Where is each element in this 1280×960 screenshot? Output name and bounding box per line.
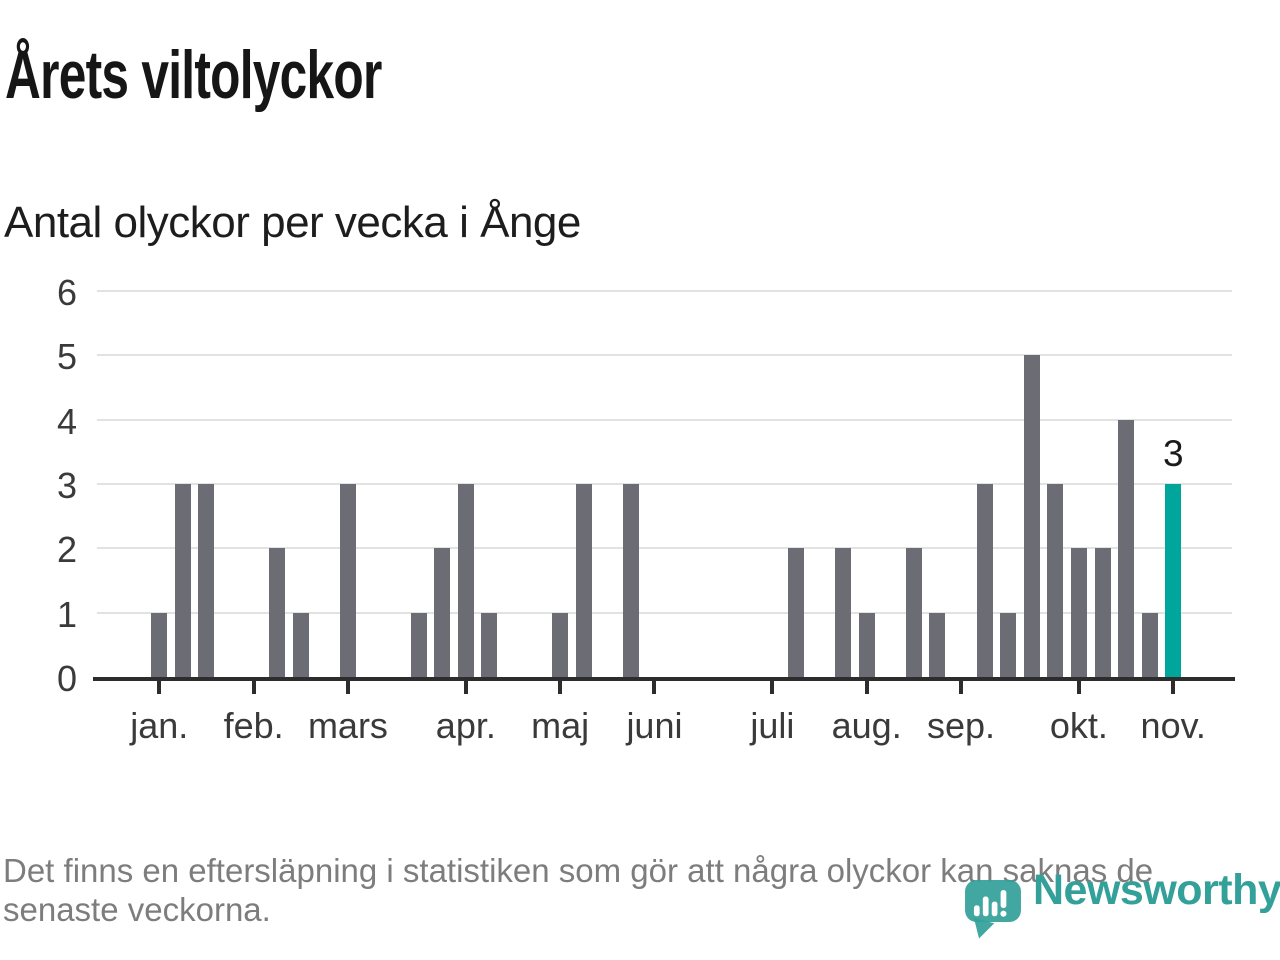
x-axis-tick-maj xyxy=(558,681,563,694)
x-axis-label-juni: juni xyxy=(626,705,683,746)
y-axis-label: 0 xyxy=(56,658,77,699)
gridline-1 xyxy=(97,611,1232,614)
x-axis-label-apr: apr. xyxy=(435,705,496,746)
newsworthy-logo-icon xyxy=(965,880,1021,939)
x-axis-tick-jan xyxy=(157,681,162,694)
x-axis-tick-juni xyxy=(652,681,657,694)
x-axis-label-aug: aug. xyxy=(831,705,902,746)
bar-week-41 xyxy=(1118,419,1135,677)
bar-week-36 xyxy=(1000,612,1017,677)
gridline-6 xyxy=(97,290,1232,293)
bar-week-0 xyxy=(151,612,168,677)
bar-week-11 xyxy=(410,612,427,677)
x-axis-label-nov: nov. xyxy=(1140,705,1206,746)
bar-week-6 xyxy=(292,612,309,677)
newsworthy-logo: Newsworthy xyxy=(965,856,1280,941)
x-axis-label-maj: maj xyxy=(531,705,590,746)
bar-week-39 xyxy=(1070,548,1087,677)
bar-week-33 xyxy=(929,612,946,677)
x-axis-label-jan: jan. xyxy=(130,705,189,746)
bar-week-42 xyxy=(1141,612,1158,677)
bar-week-35 xyxy=(976,484,993,677)
bar-week-12 xyxy=(434,548,451,677)
gridline-4 xyxy=(97,418,1232,421)
y-axis-label: 4 xyxy=(56,400,77,442)
bar-week-8 xyxy=(339,484,356,677)
y-axis-label: 1 xyxy=(56,593,77,635)
bar-week-14 xyxy=(481,612,498,677)
bar-week-17 xyxy=(552,612,569,677)
y-axis-label: 2 xyxy=(56,529,77,571)
gridline-3 xyxy=(97,483,1232,485)
x-axis-tick-aug xyxy=(864,681,869,694)
gridline-2 xyxy=(97,547,1232,550)
bar-week-1 xyxy=(174,484,191,677)
bar-week-13 xyxy=(457,484,474,677)
bar-week-27 xyxy=(787,548,804,677)
chart-subtitle: Antal olyckor per vecka i Ånge xyxy=(4,198,581,247)
newsworthy-logo-text: Newsworthy xyxy=(1033,866,1280,914)
page-title: Årets viltolyckor xyxy=(5,37,382,113)
bar-week-20 xyxy=(622,484,639,677)
bar-week-38 xyxy=(1047,484,1064,677)
x-axis xyxy=(93,677,1235,681)
bar-week-18 xyxy=(575,484,592,677)
highlighted-value-label: 3 xyxy=(1162,433,1184,474)
x-axis-label-feb: feb. xyxy=(223,705,284,746)
x-axis-label-sep: sep. xyxy=(926,705,996,746)
x-axis-tick-juli xyxy=(770,681,775,694)
x-axis-tick-nov xyxy=(1171,681,1176,694)
x-axis-tick-feb xyxy=(251,681,256,694)
bar-week-5 xyxy=(269,548,286,677)
bar-week-37 xyxy=(1023,355,1040,677)
x-axis-tick-okt xyxy=(1076,681,1081,694)
bar-week-40 xyxy=(1094,548,1111,677)
x-axis-label-mars: mars xyxy=(307,705,388,746)
footer-note: Det finns en eftersläpning i statistiken… xyxy=(3,851,1153,929)
y-axis-label: 5 xyxy=(56,336,77,378)
x-axis-tick-mars xyxy=(345,681,350,694)
bar-week-32 xyxy=(905,548,922,677)
y-axis-label: 6 xyxy=(56,272,77,314)
bar-week-30 xyxy=(858,612,875,677)
bar-week-2 xyxy=(198,484,215,677)
y-axis-label: 3 xyxy=(56,465,77,506)
bar-week-29 xyxy=(835,548,852,677)
bar-week-43-highlighted xyxy=(1165,484,1182,677)
x-axis-tick-apr xyxy=(463,681,468,694)
footer-note-line-1: Det finns en eftersläpning i statistiken… xyxy=(3,852,1154,889)
footer-note-line-2: senaste veckorna. xyxy=(3,891,271,928)
x-axis-tick-sep xyxy=(959,681,964,694)
x-axis-label-okt: okt. xyxy=(1049,705,1108,746)
gridline-5 xyxy=(97,354,1232,357)
x-axis-label-juli: juli xyxy=(750,705,795,746)
